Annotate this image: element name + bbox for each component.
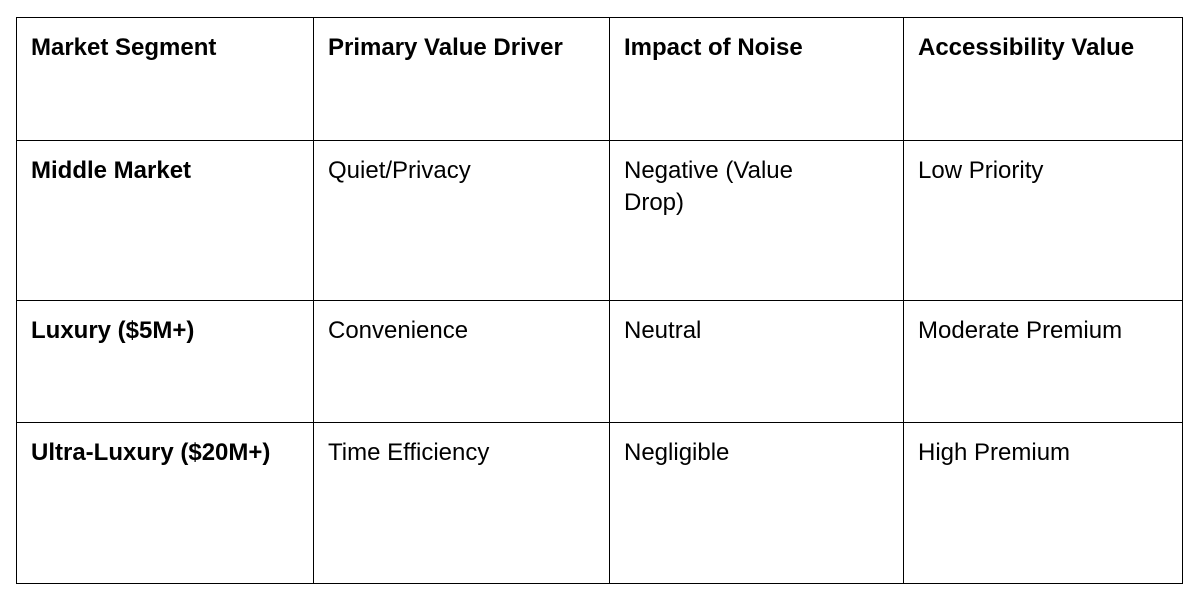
table-cell: High Premium xyxy=(903,422,1183,584)
row-label: Middle Market xyxy=(16,140,314,301)
table-cell: Low Priority xyxy=(903,140,1183,301)
table-cell: Convenience xyxy=(313,300,610,423)
table-cell: Quiet/Privacy xyxy=(313,140,610,301)
table: Market Segment Primary Value Driver Impact… xyxy=(16,17,1183,584)
header-cell: Impact of Noise xyxy=(609,17,904,141)
row-label: Luxury ($5M+) xyxy=(16,300,314,423)
table-row: Ultra-Luxury ($20M+) Time Efficiency Negli… xyxy=(16,422,1183,584)
table-cell: Negative (Value Drop) xyxy=(609,140,904,301)
table-cell: Neutral xyxy=(609,300,904,423)
table-row: Luxury ($5M+) Convenience Neutral Moderate … xyxy=(16,300,1183,423)
table-cell: Negligible xyxy=(609,422,904,584)
header-row: Market Segment Primary Value Driver Impact… xyxy=(16,17,1183,141)
header-cell: Accessibility Value xyxy=(903,17,1183,141)
table-cell: Moderate Premium xyxy=(903,300,1183,423)
header-cell: Market Segment xyxy=(16,17,314,141)
table-cell: Time Efficiency xyxy=(313,422,610,584)
row-label: Ultra-Luxury ($20M+) xyxy=(16,422,314,584)
table-row: Middle Market Quiet/Privacy Negative (Valu… xyxy=(16,140,1183,301)
header-cell: Primary Value Driver xyxy=(313,17,610,141)
